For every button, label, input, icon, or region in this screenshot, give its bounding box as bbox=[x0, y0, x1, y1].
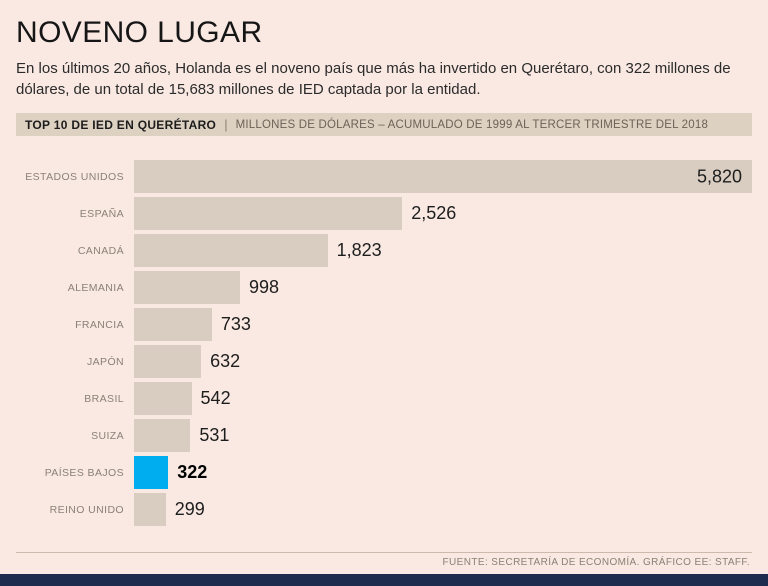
value-label: 632 bbox=[210, 351, 241, 372]
category-label: BRASIL bbox=[84, 392, 124, 405]
bar bbox=[134, 197, 403, 231]
category-label: JAPÓN bbox=[86, 355, 124, 368]
bar: 5,820 bbox=[134, 160, 752, 194]
bar-area: 542 bbox=[134, 382, 752, 416]
category-label: ALEMANIA bbox=[67, 281, 124, 294]
chart-row: ESTADOS UNIDOS 5,820 bbox=[16, 160, 752, 194]
bar-chart: ESTADOS UNIDOS 5,820 ESPAÑA 2,526 CANADÁ 1,82… bbox=[16, 160, 752, 552]
page-subtitle: En los últimos 20 años, Holanda es el no… bbox=[16, 60, 731, 98]
bar bbox=[134, 345, 202, 379]
value-label: 998 bbox=[248, 277, 280, 298]
bar-highlighted bbox=[134, 456, 169, 490]
chart-row: ESPAÑA 2,526 bbox=[16, 197, 752, 231]
chart-header-bar: TOP 10 DE IED EN QUERÉTARO | MILLONES DE… bbox=[16, 113, 752, 137]
value-label: 322 bbox=[177, 462, 208, 483]
chart-header-divider: | bbox=[224, 117, 228, 133]
bar bbox=[134, 308, 212, 342]
bar-area: 299 bbox=[134, 493, 752, 527]
category-label: SUIZA bbox=[91, 429, 124, 442]
bar bbox=[134, 382, 192, 416]
chart-row: ALEMANIA 998 bbox=[16, 271, 752, 305]
bar-area: 322 bbox=[134, 456, 752, 490]
category-label: ESTADOS UNIDOS bbox=[25, 170, 124, 183]
value-label: 1,823 bbox=[336, 240, 382, 261]
value-label: 531 bbox=[199, 425, 230, 446]
bar bbox=[134, 419, 191, 453]
chart-row: CANADÁ 1,823 bbox=[16, 234, 752, 268]
bar-area: 1,823 bbox=[134, 234, 752, 268]
chart-header-label: TOP 10 DE IED EN QUERÉTARO bbox=[25, 117, 217, 132]
chart-row: FRANCIA 733 bbox=[16, 308, 752, 342]
value-label: 542 bbox=[200, 388, 231, 409]
bar-area: 531 bbox=[134, 419, 752, 453]
chart-row: PAÍSES BAJOS 322 bbox=[16, 456, 752, 490]
value-label: 5,820 bbox=[696, 166, 742, 187]
bar bbox=[134, 271, 240, 305]
chart-row: REINO UNIDO 299 bbox=[16, 493, 752, 527]
page-title: NOVENO LUGAR bbox=[16, 16, 263, 49]
chart-header-description: MILLONES DE DÓLARES – ACUMULADO DE 1999 … bbox=[235, 118, 709, 131]
category-label: FRANCIA bbox=[75, 318, 124, 331]
category-label: PAÍSES BAJOS bbox=[44, 466, 124, 479]
chart-row: SUIZA 531 bbox=[16, 419, 752, 453]
chart-row: JAPÓN 632 bbox=[16, 345, 752, 379]
bar-area: 998 bbox=[134, 271, 752, 305]
source-credit: FUENTE: SECRETARÍA DE ECONOMÍA. GRÁFICO … bbox=[16, 552, 752, 574]
value-label: 733 bbox=[220, 314, 251, 335]
category-label: CANADÁ bbox=[77, 244, 124, 257]
value-label: 2,526 bbox=[411, 203, 457, 224]
bar bbox=[134, 493, 166, 527]
category-label: REINO UNIDO bbox=[49, 503, 124, 516]
bar-area: 632 bbox=[134, 345, 752, 379]
bar-area: 2,526 bbox=[134, 197, 752, 231]
chart-row: BRASIL 542 bbox=[16, 382, 752, 416]
bar-area: 5,820 bbox=[134, 160, 752, 194]
value-label: 299 bbox=[174, 499, 205, 520]
bar-area: 733 bbox=[134, 308, 752, 342]
category-label: ESPAÑA bbox=[79, 207, 124, 220]
bar bbox=[134, 234, 328, 268]
bottom-accent-strip bbox=[0, 574, 768, 586]
